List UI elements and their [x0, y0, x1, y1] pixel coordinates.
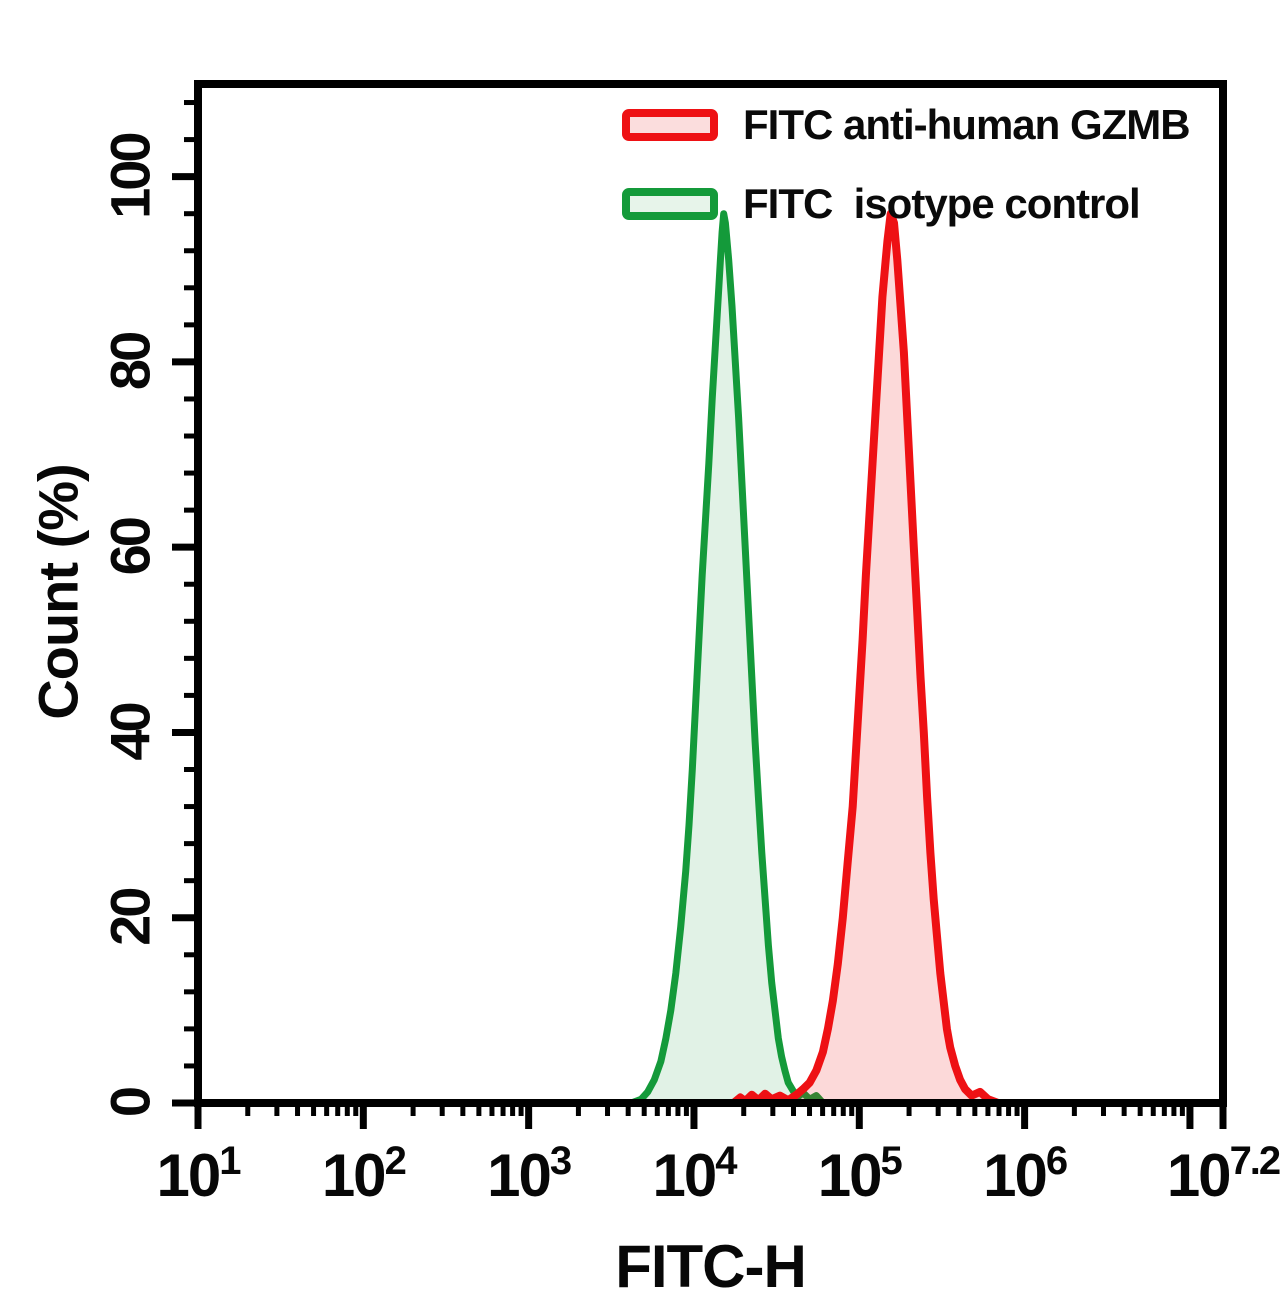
svg-text:60: 60	[99, 518, 162, 575]
svg-text:102: 102	[322, 1139, 406, 1209]
svg-text:40: 40	[99, 703, 162, 760]
svg-text:107.2: 107.2	[1167, 1139, 1280, 1209]
svg-text:100: 100	[99, 134, 162, 219]
svg-text:103: 103	[487, 1139, 571, 1209]
legend: FITC anti-human GZMB FITC isotype contro…	[622, 101, 1191, 228]
legend-swatch-green	[622, 188, 718, 220]
y-axis-title: Count (%)	[26, 464, 90, 720]
legend-item-isotype: FITC isotype control	[622, 180, 1190, 228]
svg-text:80: 80	[99, 333, 162, 390]
svg-text:106: 106	[983, 1139, 1067, 1209]
legend-item-gzmb: FITC anti-human GZMB	[622, 101, 1191, 149]
svg-text:20: 20	[99, 889, 162, 946]
legend-label-isotype: FITC isotype control	[743, 180, 1141, 227]
svg-text:0: 0	[99, 1088, 162, 1117]
legend-swatch-red	[622, 109, 718, 141]
svg-text:104: 104	[652, 1139, 738, 1209]
legend-label-gzmb: FITC anti-human GZMB	[743, 101, 1191, 148]
svg-text:105: 105	[818, 1139, 903, 1209]
x-axis-title: FITC-H	[615, 1233, 807, 1299]
svg-text:101: 101	[157, 1139, 242, 1209]
